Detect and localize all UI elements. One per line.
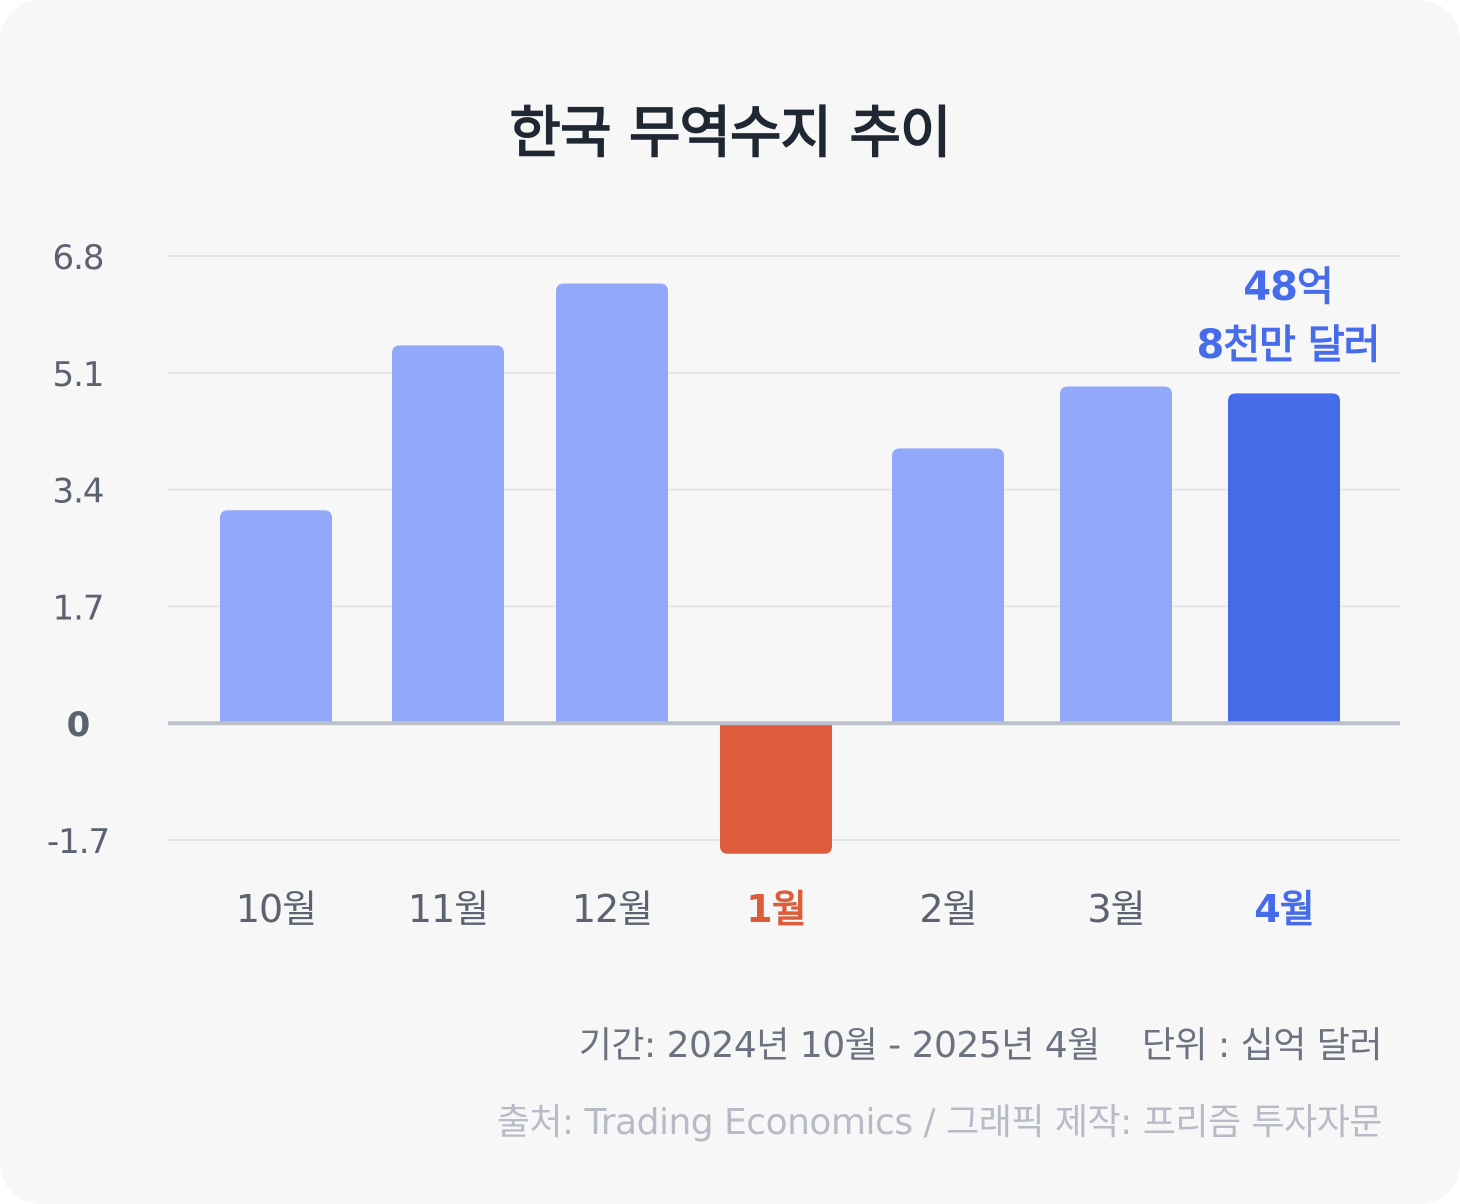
- y-tick-label: -1.7: [47, 822, 109, 862]
- unit-text: 단위 : 십억 달러: [1141, 1025, 1383, 1066]
- bar: [392, 345, 504, 724]
- source-text: 출처: Trading Economics / 그래픽 제작: 프리즘 투자자문: [496, 1102, 1383, 1143]
- footer-meta: 기간: 2024년 10월 - 2025년 4월 단위 : 십억 달러: [578, 1016, 1383, 1068]
- x-tick-label: 2월: [919, 887, 976, 931]
- bar: [892, 448, 1004, 724]
- x-tick-label: 12월: [572, 887, 652, 931]
- y-tick-label: 0: [67, 705, 90, 745]
- y-tick-label: 1.7: [52, 588, 103, 628]
- bar: [720, 723, 832, 854]
- x-tick-label: 4월: [1254, 887, 1313, 931]
- bar: [556, 283, 668, 724]
- bar: [1228, 393, 1340, 724]
- y-tick-label: 5.1: [52, 355, 103, 395]
- y-tick-label: 6.8: [52, 238, 103, 278]
- annotation-label: 8천만 달러: [1197, 322, 1380, 368]
- x-tick-label: 3월: [1087, 887, 1144, 931]
- bar: [220, 510, 332, 724]
- x-tick-label: 10월: [236, 887, 316, 931]
- x-tick-label: 11월: [408, 887, 488, 931]
- bar: [1060, 386, 1172, 724]
- chart-title: 한국 무역수지 추이: [509, 101, 951, 166]
- y-tick-label: 3.4: [52, 472, 103, 512]
- x-tick-label: 1월: [746, 887, 805, 931]
- annotation-label: 48억: [1243, 264, 1332, 310]
- period-text: 기간: 2024년 10월 - 2025년 4월: [578, 1025, 1101, 1066]
